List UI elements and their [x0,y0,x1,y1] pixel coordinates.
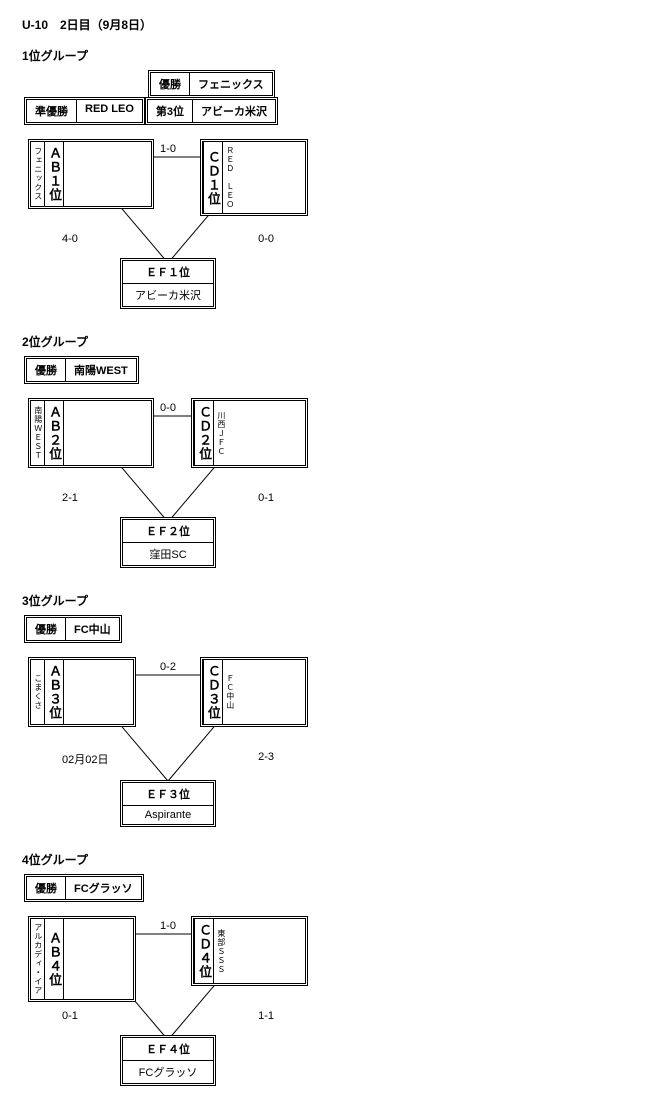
score-bottom-right: 2-3 [258,751,274,763]
group-grid: 1位グループ優勝フェニックス準優勝RED LEO第3位アビーカ米沢フェニックスＡ… [20,47,647,1086]
team-name: フェニックス [31,142,44,206]
group-panel: 2位グループ優勝南陽WEST 南陽ＷＥＳＴＡＢ２位 ＣＤ２位川西ＪＦＣ ＥＦ２位窪田S… [20,333,318,568]
group-panel: 1位グループ優勝フェニックス準優勝RED LEO第3位アビーカ米沢フェニックスＡ… [20,47,318,309]
result-value: RED LEO [76,99,143,123]
score-bottom-left: 4-0 [62,233,78,245]
seed-label: ＡＢ４位 [44,919,64,999]
triangle-bracket: フェニックスＡＢ１位 ＣＤ１位ＲＥＤ ＬＥＯ ＥＦ１位アビーカ米沢 1-0 4-0 0-0 [20,139,316,309]
team-name: アルカディ・イア [31,919,44,999]
result-row: 準優勝RED LEO第3位アビーカ米沢 [24,97,318,125]
team-name: 南陽ＷＥＳＴ [31,401,44,465]
seed-label: ＣＤ２位 [194,401,214,465]
result-label: 優勝 [150,72,190,96]
result-cell: 優勝フェニックス [148,70,275,98]
seed-label: ＣＤ１位 [203,142,223,213]
result-cell: 優勝FCグラッソ [24,874,144,902]
team-name: ＦＣ中山 [223,660,236,724]
result-row: 優勝フェニックス [84,70,318,98]
group-panel: 3位グループ優勝FC中山こまくさＡＢ３位 ＣＤ３位ＦＣ中山 ＥＦ３位Aspirant… [20,592,318,827]
seat-right: ＣＤ２位川西ＪＦＣ [191,398,308,468]
result-value: 南陽WEST [65,358,137,382]
team-name: こまくさ [31,660,44,724]
seat-right: ＣＤ４位東部ＳＳＳ [191,916,308,986]
seed-label: ＥＦ１位 [122,260,214,284]
result-label: 第3位 [147,99,193,123]
team-name: FCグラッソ [122,1060,214,1084]
seat-left: 南陽ＷＥＳＴＡＢ２位 [28,398,154,468]
score-bottom-left: 0-1 [62,1010,78,1022]
result-value: FC中山 [65,617,120,641]
seat-bottom: ＥＦ１位アビーカ米沢 [120,258,216,309]
seed-label: ＡＢ２位 [44,401,64,465]
group-heading: 1位グループ [22,47,318,64]
seat-right: ＣＤ３位ＦＣ中山 [200,657,308,727]
team-name: 窪田SC [122,542,214,566]
score-top: 0-2 [160,661,176,673]
seat-bottom: ＥＦ２位窪田SC [120,517,216,568]
result-cell: 準優勝RED LEO [24,97,145,125]
score-top: 0-0 [160,402,176,414]
page-title: U-10 2日目（9月8日） [22,16,647,33]
result-label: 準優勝 [26,99,77,123]
result-row: 優勝FCグラッソ [24,874,318,902]
team-name: 川西ＪＦＣ [214,401,227,465]
triangle-bracket: こまくさＡＢ３位 ＣＤ３位ＦＣ中山 ＥＦ３位Aspirante 0-2 02月02日 2-… [20,657,316,827]
score-top: 1-0 [160,143,176,155]
team-name: 東部ＳＳＳ [214,919,227,983]
result-label: 優勝 [26,876,66,900]
seed-label: ＥＦ３位 [122,782,214,806]
result-value: アビーカ米沢 [192,99,276,123]
seed-label: ＣＤ４位 [194,919,214,983]
score-bottom-left: 2-1 [62,492,78,504]
triangle-bracket: 南陽ＷＥＳＴＡＢ２位 ＣＤ２位川西ＪＦＣ ＥＦ２位窪田SC 0-0 2-1 0-1 [20,398,316,568]
result-label: 優勝 [26,358,66,382]
seat-left: フェニックスＡＢ１位 [28,139,154,209]
group-heading: 2位グループ [22,333,318,350]
result-value: フェニックス [189,72,273,96]
seat-right: ＣＤ１位ＲＥＤ ＬＥＯ [200,139,308,216]
triangle-bracket: アルカディ・イアＡＢ４位 ＣＤ４位東部ＳＳＳ ＥＦ４位FCグラッソ 1-0 0-1 1-1 [20,916,316,1086]
group-heading: 3位グループ [22,592,318,609]
score-bottom-right: 0-0 [258,233,274,245]
result-cell: 優勝FC中山 [24,615,122,643]
result-cell: 優勝南陽WEST [24,356,139,384]
group-heading: 4位グループ [22,851,318,868]
seat-left: こまくさＡＢ３位 [28,657,136,727]
score-bottom-right: 0-1 [258,492,274,504]
seat-left: アルカディ・イアＡＢ４位 [28,916,136,1002]
team-name: Aspirante [122,805,214,825]
seed-label: ＡＢ３位 [44,660,64,724]
team-name: アビーカ米沢 [122,283,214,307]
seed-label: ＣＤ３位 [203,660,223,724]
result-row: 優勝FC中山 [24,615,318,643]
result-label: 優勝 [26,617,66,641]
seed-label: ＥＦ４位 [122,1037,214,1061]
seed-label: ＡＢ１位 [44,142,64,206]
seat-bottom: ＥＦ３位Aspirante [120,780,216,827]
seat-bottom: ＥＦ４位FCグラッソ [120,1035,216,1086]
score-bottom-right: 1-1 [258,1010,274,1022]
group-panel: 4位グループ優勝FCグラッソアルカディ・イアＡＢ４位ＣＤ４位東部ＳＳＳＥＦ４位F… [20,851,318,1086]
team-name: ＲＥＤ ＬＥＯ [223,142,236,213]
result-value: FCグラッソ [65,876,142,900]
result-cell: 第3位アビーカ米沢 [145,97,278,125]
seed-label: ＥＦ２位 [122,519,214,543]
result-row: 優勝南陽WEST [24,356,318,384]
score-bottom-left: 02月02日 [62,751,108,767]
score-top: 1-0 [160,920,176,932]
